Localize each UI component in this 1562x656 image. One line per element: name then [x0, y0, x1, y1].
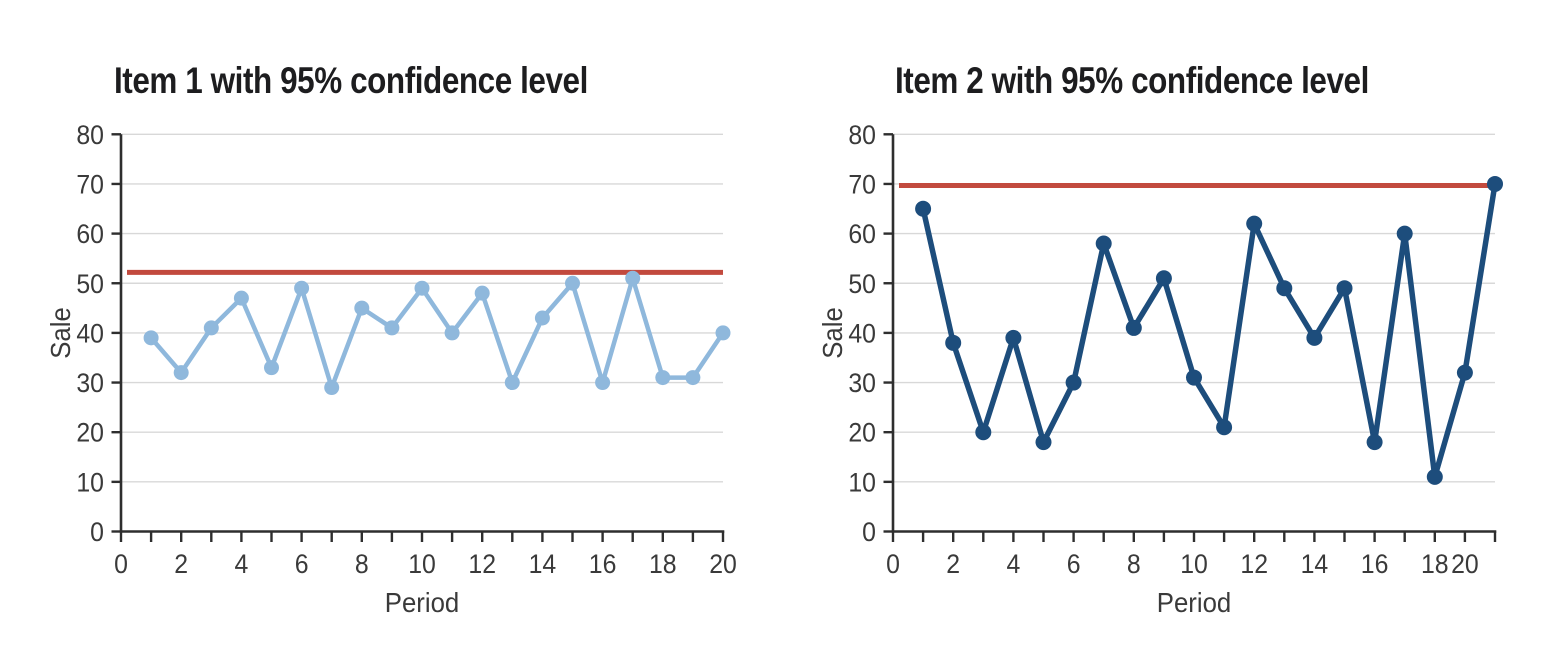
data-point	[1035, 434, 1052, 451]
x-tick-label: 14	[529, 550, 557, 579]
data-point	[1125, 319, 1142, 336]
data-point	[625, 270, 641, 286]
x-tick-label: 18	[649, 550, 677, 579]
y-tick-label: 70	[76, 171, 104, 200]
data-point	[1396, 225, 1413, 242]
data-point	[915, 200, 932, 217]
data-point	[1276, 280, 1293, 297]
y-axis-title: Sale	[45, 307, 76, 359]
data-point	[444, 325, 460, 341]
y-tick-label: 60	[848, 220, 876, 249]
y-tick-label: 30	[848, 369, 876, 398]
chart-item2: Item 2 with 95% confidence level 0 10 20 30…	[781, 0, 1562, 656]
data-point	[1246, 215, 1263, 232]
y-tick-label: 70	[848, 171, 876, 200]
y-axis-title: Sale	[817, 307, 848, 359]
y-tick-label: 10	[76, 468, 104, 497]
data-point	[565, 275, 580, 291]
data-point	[1186, 369, 1202, 386]
data-point	[294, 280, 310, 296]
x-tick-label: 14	[1301, 550, 1329, 579]
x-tick-label: 12	[468, 550, 496, 579]
x-tick-label: 2	[946, 550, 960, 579]
x-tick-label: 4	[234, 550, 248, 579]
data-point	[1155, 270, 1172, 287]
data-point	[1005, 329, 1022, 346]
y-tick-label: 50	[76, 270, 104, 299]
data-point	[143, 330, 159, 346]
data-point	[1095, 235, 1112, 252]
x-tick-label: 2	[174, 550, 188, 579]
y-tick-label: 40	[76, 320, 104, 349]
series-line	[148, 276, 726, 390]
x-tick-label: 16	[589, 550, 617, 579]
data-point	[685, 370, 701, 386]
data-point	[1366, 434, 1383, 451]
data-point	[384, 320, 400, 336]
data-point	[945, 334, 962, 351]
data-point	[1456, 364, 1473, 381]
data-point	[1426, 468, 1443, 485]
chart-item1-svg: Item 1 with 95% confidence level 0102030…	[45, 61, 737, 619]
data-point	[233, 290, 249, 306]
y-tick-label: 60	[76, 220, 104, 249]
data-point	[595, 375, 611, 391]
x-tick-label: 10	[408, 550, 436, 579]
y-tick-label: 10	[848, 468, 876, 497]
y-tick-label: 80	[848, 121, 876, 150]
data-point	[975, 424, 992, 441]
y-tick-label: 40	[848, 320, 876, 349]
y-tick-label: 20	[848, 419, 876, 448]
plot-area: 0 10 20 30 40 50 60 70 80 0 2 4 6 8 10 12 14 16 18 20	[76, 121, 736, 579]
data-point	[264, 360, 279, 376]
data-point	[354, 300, 370, 316]
x-tick-label: 0	[886, 550, 900, 579]
x-tick-label: 16	[1361, 550, 1389, 579]
data-point	[1065, 374, 1082, 391]
data-point	[1336, 280, 1353, 297]
series-line	[920, 181, 1498, 480]
chart-item1: Item 1 with 95% confidence level 0 10 20 30…	[45, 61, 737, 619]
y-tick-label: 80	[76, 121, 104, 150]
y-tick-label: 20	[76, 419, 104, 448]
x-tick-label: 20	[709, 550, 737, 579]
chart-title: Item 1 with 95% confidence level	[114, 61, 588, 102]
x-tick-label: 0	[114, 550, 128, 579]
x-tick-label: 12	[1240, 550, 1268, 579]
x-tick-label: 20	[1451, 550, 1479, 579]
chart-title: Item 2 with 95% confidence level	[895, 61, 1369, 102]
x-tick-label: 4	[1006, 550, 1020, 579]
data-point	[474, 285, 490, 301]
x-tick-label: 8	[1127, 550, 1141, 579]
data-point	[534, 310, 550, 326]
data-point	[173, 365, 189, 381]
data-point	[324, 380, 340, 396]
x-tick-label: 8	[355, 550, 369, 579]
y-tick-label: 0	[90, 518, 104, 547]
x-axis-title: Period	[1157, 587, 1231, 618]
x-tick-label: 10	[1180, 550, 1208, 579]
data-point	[414, 280, 430, 296]
x-tick-label: 6	[295, 550, 309, 579]
x-tick-label: 18	[1421, 550, 1449, 579]
data-point	[1306, 329, 1323, 346]
data-point	[504, 375, 520, 391]
x-axis-title: Period	[385, 587, 459, 618]
y-tick-label: 30	[76, 369, 104, 398]
x-tick-label: 6	[1067, 550, 1081, 579]
data-point	[715, 325, 731, 341]
data-point	[203, 320, 219, 336]
data-point	[1487, 175, 1503, 192]
chart-item2-svg: Item 2 with 95% confidence level 0102030…	[817, 61, 1503, 618]
y-tick-label: 50	[848, 270, 876, 299]
data-point	[1216, 419, 1233, 436]
y-tick-label: 0	[862, 518, 876, 547]
data-point	[655, 370, 671, 386]
